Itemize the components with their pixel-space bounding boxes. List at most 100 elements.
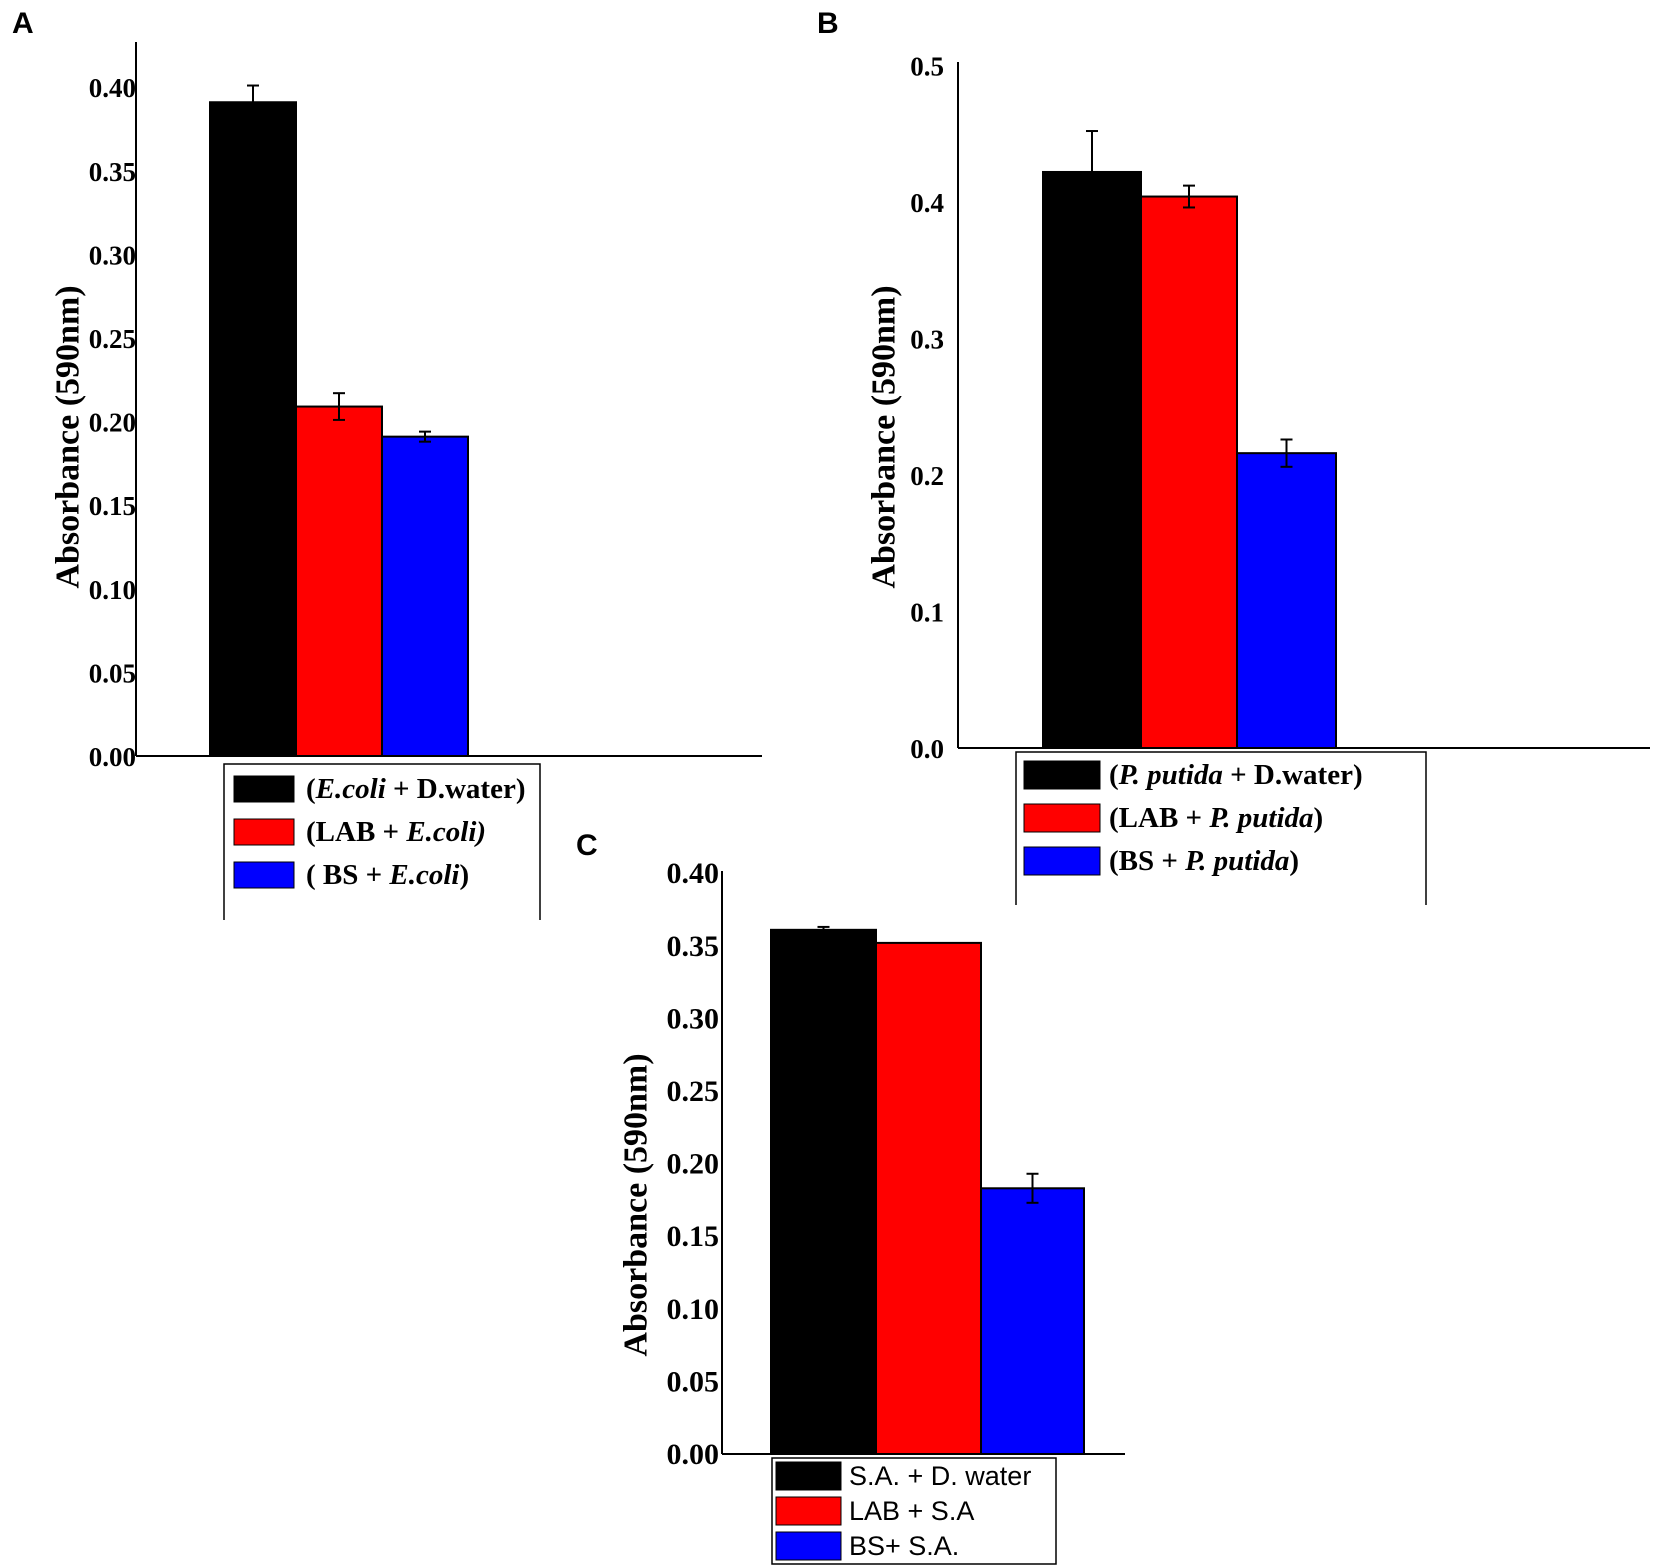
error-bar-1 <box>1086 130 1098 214</box>
legend-label-part: ( <box>306 773 316 805</box>
y-tick-label: 0.2 <box>910 461 944 491</box>
legend-label-part: ) <box>1289 845 1299 877</box>
legend-label: (E.coli + D.water) <box>306 773 525 805</box>
legend-label-part: S.A. + D. water <box>849 1461 1031 1491</box>
y-axis-title: Absorbance (590nm) <box>618 1053 655 1356</box>
error-bar-1 <box>247 84 259 120</box>
legend-label-part: E.coli) <box>405 816 486 848</box>
legend-label-part: (LAB + <box>1109 802 1209 834</box>
legend-frame <box>1015 751 1427 905</box>
y-axis-title: Absorbance (590nm) <box>866 285 903 588</box>
y-tick-label: 0.25 <box>667 1075 720 1108</box>
legend-item: (E.coli + D.water) <box>233 773 525 805</box>
bar-2 <box>1140 195 1238 750</box>
y-tick-label: 0.40 <box>667 857 720 890</box>
legend-label: (P. putida + D.water) <box>1109 759 1363 791</box>
panel-a: A 0.00 0.05 0.10 0.15 0.20 0.25 0.30 0.35 0.40 Abs… <box>12 7 762 920</box>
legend-label-part: P. putida <box>1208 802 1313 834</box>
legend-label: ( BS + E.coli) <box>306 859 469 891</box>
legend-label-part: (LAB + <box>306 816 406 848</box>
legend-swatch <box>233 818 295 846</box>
legend-label-part: E.coli <box>315 773 386 805</box>
error-bar-1 <box>817 925 830 934</box>
legend-label: (LAB + P. putida) <box>1109 802 1323 834</box>
legend-label-part: P. putida <box>1118 759 1223 791</box>
legend-item: ( BS + E.coli) <box>233 859 469 891</box>
y-tick-label: 0.20 <box>667 1148 720 1181</box>
legend: S.A. + D. water LAB + S.A BS+ S.A. <box>771 1457 1057 1565</box>
error-bar-2 <box>1183 184 1195 209</box>
panel-label: C <box>576 829 598 862</box>
bar-3 <box>1236 452 1337 749</box>
legend-label-part: (BS + <box>1109 845 1185 877</box>
legend-swatch <box>775 1461 842 1491</box>
legend-item: (P. putida + D.water) <box>1023 759 1363 791</box>
legend: (E.coli + D.water)(LAB + E.coli)( BS + E… <box>223 763 541 920</box>
bar-1 <box>1042 170 1142 750</box>
y-tick-label: 0.1 <box>910 598 944 628</box>
legend-item: S.A. + D. water <box>775 1461 1031 1491</box>
bar-1 <box>770 928 877 1455</box>
error-bar-3 <box>1026 1172 1039 1204</box>
legend-label-part: ) <box>1314 802 1324 834</box>
legend-label-part: LAB + S.A <box>849 1496 974 1526</box>
y-tick-label: 0.30 <box>89 240 136 270</box>
y-tick-label: 0.0 <box>910 734 944 764</box>
panel-label: B <box>817 7 839 40</box>
legend-label-part: E.coli <box>388 859 459 891</box>
error-bar-3 <box>1280 438 1293 468</box>
legend-swatch <box>1023 803 1101 833</box>
bar-3 <box>381 435 469 757</box>
y-tick-label: 0.20 <box>89 408 136 438</box>
legend-swatch <box>1023 846 1101 876</box>
legend-label-part: BS+ S.A. <box>849 1531 959 1561</box>
y-tick-label: 0.3 <box>910 325 944 355</box>
legend-swatch <box>1023 760 1101 790</box>
panel-c: C 0.00 0.05 0.10 0.15 0.20 0.25 0.30 0.35 0.40 Abs… <box>576 829 1125 1565</box>
legend-item: (LAB + E.coli) <box>233 816 486 848</box>
legend: (P. putida + D.water)(LAB + P. putida)(B… <box>1015 751 1427 905</box>
legend-label-part: + D.water) <box>386 773 526 805</box>
legend-item: (BS + P. putida) <box>1023 845 1299 877</box>
y-axis-title: Absorbance (590nm) <box>50 285 87 588</box>
legend-swatch <box>775 1496 842 1526</box>
legend-label-part: P. putida <box>1184 845 1289 877</box>
legend-label: S.A. + D. water <box>849 1461 1031 1491</box>
y-tick-label: 0.00 <box>89 742 136 772</box>
y-tick-label: 0.30 <box>667 1002 720 1035</box>
legend-label: (LAB + E.coli) <box>306 816 486 848</box>
legend-label: LAB + S.A <box>849 1496 974 1526</box>
legend-swatch <box>233 775 295 803</box>
y-tick-label: 0.15 <box>89 491 136 521</box>
error-bar-2 <box>333 392 345 421</box>
y-tick-label: 0.4 <box>910 188 944 218</box>
legend-label-part: ) <box>460 859 470 891</box>
bar-3 <box>980 1187 1085 1456</box>
legend-label-part: ( <box>1109 759 1119 791</box>
legend-label-part: ( BS + <box>306 859 389 891</box>
legend-item: BS+ S.A. <box>775 1531 959 1561</box>
bar-2 <box>295 405 383 757</box>
y-tick-label: 0.10 <box>667 1293 720 1326</box>
error-bar-3 <box>419 430 431 443</box>
y-tick-label: 0.00 <box>667 1438 720 1471</box>
legend-swatch <box>775 1531 842 1561</box>
legend-frame <box>771 1457 1057 1565</box>
legend-label: BS+ S.A. <box>849 1531 959 1561</box>
y-tick-label: 0.35 <box>89 157 136 187</box>
y-tick-label: 0.25 <box>89 324 136 354</box>
y-tick-label: 0.40 <box>89 73 136 103</box>
y-tick-label: 0.35 <box>667 930 720 963</box>
panel-label: A <box>12 7 34 40</box>
legend-label: (BS + P. putida) <box>1109 845 1299 877</box>
y-tick-label: 0.05 <box>89 658 136 688</box>
legend-label-part: + D.water) <box>1223 759 1363 791</box>
legend-item: (LAB + P. putida) <box>1023 802 1323 834</box>
y-tick-label: 0.5 <box>910 52 944 82</box>
legend-swatch <box>233 861 295 889</box>
legend-item: LAB + S.A <box>775 1496 974 1526</box>
y-tick-label: 0.10 <box>89 575 136 605</box>
bar-1 <box>209 101 297 758</box>
